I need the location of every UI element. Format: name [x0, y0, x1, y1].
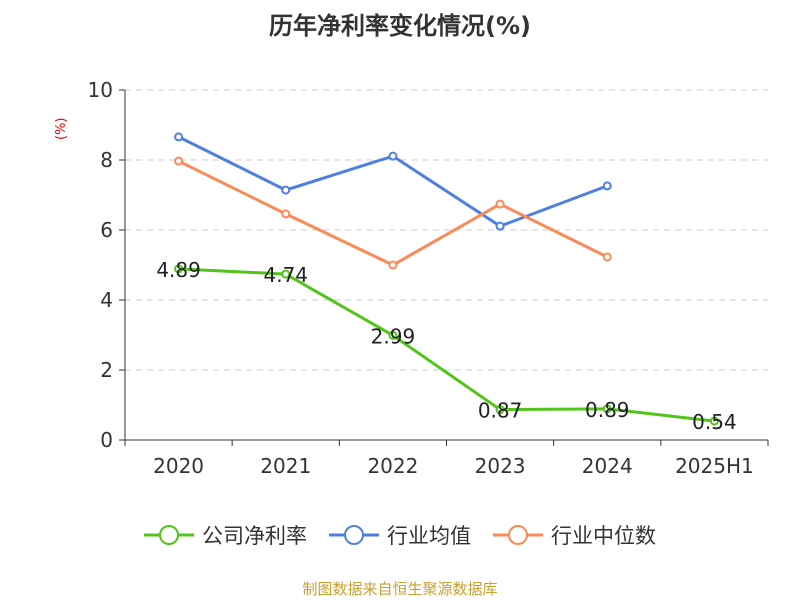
- legend-item[interactable]: 行业均值: [329, 520, 471, 550]
- y-tick-label: 0: [100, 428, 113, 452]
- y-tick-label: 4: [100, 288, 113, 312]
- data-point: [388, 330, 398, 340]
- legend-item[interactable]: 公司净利率: [144, 520, 307, 550]
- chart-title: 历年净利率变化情况(%): [269, 12, 531, 40]
- legend-label: 行业均值: [387, 524, 471, 548]
- data-point: [495, 405, 505, 415]
- x-tick-label: 2023: [475, 454, 526, 478]
- x-tick-label: 2022: [367, 454, 418, 478]
- data-point: [602, 252, 612, 262]
- data-point: [602, 404, 612, 414]
- x-tick-label: 2024: [582, 454, 633, 478]
- data-label: 0.89: [585, 398, 630, 422]
- y-tick-label: 8: [100, 148, 113, 172]
- y-tick-label: 10: [88, 78, 113, 102]
- data-point: [709, 416, 719, 426]
- data-label: 0.54: [692, 410, 737, 434]
- data-label: 2.99: [371, 324, 416, 348]
- legend-label: 公司净利率: [202, 524, 307, 548]
- data-point: [174, 264, 184, 274]
- data-point: [495, 221, 505, 231]
- data-point: [602, 181, 612, 191]
- legend-item[interactable]: 行业中位数: [493, 520, 656, 550]
- series-line-1: [177, 135, 608, 228]
- legend-marker-icon: [144, 525, 194, 545]
- legend-label: 行业中位数: [551, 524, 656, 548]
- data-point: [281, 269, 291, 279]
- data-point: [495, 199, 505, 209]
- legend-marker-icon: [329, 525, 379, 545]
- x-tick-label: 2020: [153, 454, 204, 478]
- data-point: [174, 132, 184, 142]
- data-point: [281, 209, 291, 219]
- data-point: [388, 151, 398, 161]
- x-tick-label: 2025H1: [675, 454, 754, 478]
- data-point: [388, 260, 398, 270]
- series-line-0: [178, 267, 715, 423]
- data-label: 4.74: [263, 263, 308, 287]
- data-label: 0.87: [478, 399, 523, 423]
- y-tick-label: 6: [100, 218, 113, 242]
- x-tick-label: 2021: [260, 454, 311, 478]
- data-label: 4.89: [156, 258, 201, 282]
- legend-marker-icon: [493, 525, 543, 545]
- data-point: [281, 185, 291, 195]
- y-tick-label: 2: [100, 358, 113, 382]
- series-line-2: [177, 159, 608, 267]
- source-note: 制图数据来自恒生聚源数据库: [302, 580, 498, 598]
- legend: 公司净利率 行业均值 行业中位数: [0, 520, 800, 550]
- data-point: [174, 156, 184, 166]
